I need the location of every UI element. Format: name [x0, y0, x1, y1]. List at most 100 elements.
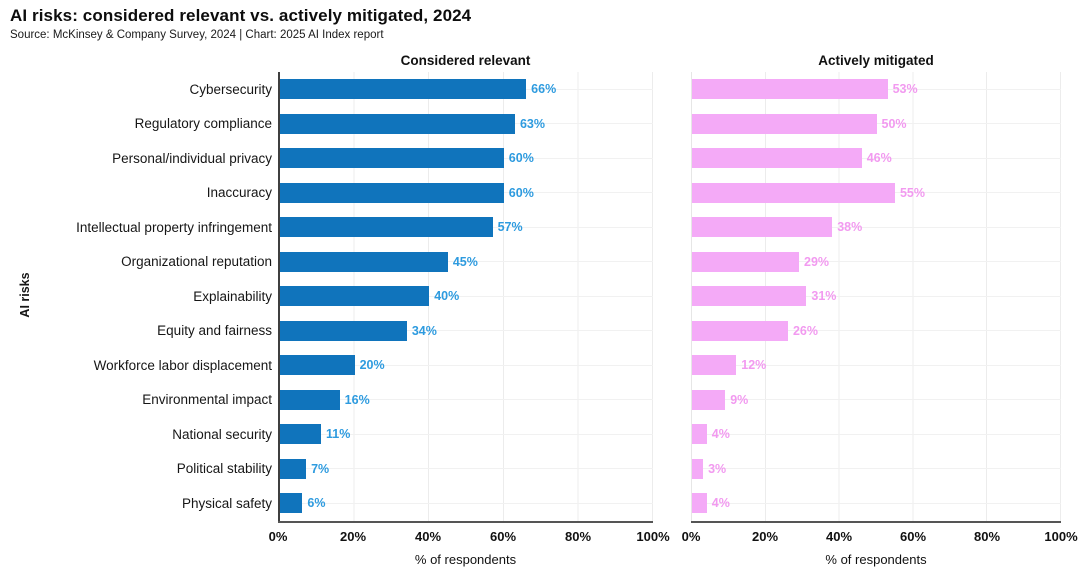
chart-source: Source: McKinsey & Company Survey, 2024 … [10, 29, 384, 41]
plot-cell: 16% [278, 382, 653, 417]
bar-actively-mitigated [692, 217, 833, 238]
x-axis-left: 0% 20% 40% 60% 80% 100% [269, 520, 670, 547]
x-axis: 0% 20% 40% 60% 80% 100% 0% 20% 40% 60% 80% 100% [10, 520, 1080, 547]
bar-actively-mitigated [692, 389, 726, 410]
plot-cell: 20% [278, 348, 653, 383]
plot-cell: 66% [278, 72, 653, 107]
bar-value-label: 60% [508, 185, 534, 200]
bar-value-label: 20% [359, 358, 385, 373]
category-label: Inaccuracy [206, 185, 272, 201]
x-axis-tick: 40% [825, 528, 853, 544]
bar-actively-mitigated [692, 355, 737, 376]
x-axis-tick: 100% [636, 528, 670, 544]
plot-cell: 4% [691, 486, 1061, 521]
x-axis-right: 0% 20% 40% 60% 80% 100% [682, 520, 1078, 547]
bar-value-label: 63% [519, 116, 546, 131]
x-axis-tick: 80% [564, 528, 592, 544]
y-axis-title: AI risks [18, 272, 32, 318]
bar-actively-mitigated [692, 148, 862, 169]
bar-considered-relevant [280, 79, 527, 100]
x-axis-tick: 0% [268, 528, 288, 544]
plot-cell: 4% [691, 417, 1061, 452]
bar-value-label: 31% [811, 289, 837, 304]
plot-cell: 57% [278, 210, 653, 245]
bar-considered-relevant [280, 320, 407, 341]
bar-value-label: 6% [307, 496, 326, 511]
category-label: National security [172, 426, 272, 442]
plot-cell: 60% [278, 141, 653, 176]
plot-cell: 63% [278, 106, 653, 141]
chart-row: Workforce labor displacement 20% 12% [10, 348, 1080, 383]
x-axis-tick: 20% [751, 528, 779, 544]
x-axis-tick: 80% [973, 528, 1001, 544]
bar-considered-relevant [280, 217, 493, 238]
x-axis-title-left: % of respondents [414, 551, 517, 567]
x-axis-titles: % of respondents % of respondents [10, 547, 1080, 567]
bar-value-label: 4% [711, 496, 730, 511]
bar-value-label: 57% [497, 220, 523, 235]
bar-considered-relevant [280, 355, 355, 376]
bar-value-label: 12% [741, 358, 767, 373]
category-label: Physical safety [181, 495, 272, 511]
plot-cell: 3% [691, 451, 1061, 486]
category-label: Workforce labor displacement [93, 357, 272, 373]
chart-row: Regulatory compliance 63% 50% [10, 106, 1080, 141]
chart-row: Physical safety 6% 4% [10, 486, 1080, 521]
bar-value-label: 7% [311, 461, 330, 476]
bar-value-label: 50% [881, 116, 907, 131]
plot-cell: 34% [278, 313, 653, 348]
bar-value-label: 11% [326, 427, 351, 442]
bar-value-label: 34% [411, 323, 437, 338]
plot-cell: 26% [691, 313, 1061, 348]
bar-considered-relevant [280, 113, 515, 134]
plot-cell: 29% [691, 244, 1061, 279]
bar-actively-mitigated [692, 79, 888, 100]
plot-cell: 53% [691, 72, 1061, 107]
plot-cell: 40% [278, 279, 653, 314]
bar-value-label: 29% [804, 254, 830, 269]
plot-cell: 7% [278, 451, 653, 486]
dual-bar-chart: AI risks Considered relevant Actively mi… [10, 52, 1080, 567]
page-title: AI risks: considered relevant vs. active… [10, 6, 472, 25]
chart-row: Organizational reputation 45% 29% [10, 244, 1080, 279]
bar-value-label: 46% [866, 151, 892, 166]
bar-value-label: 26% [792, 323, 818, 338]
bar-considered-relevant [280, 458, 307, 479]
bar-value-label: 40% [434, 289, 460, 304]
bar-value-label: 55% [899, 185, 925, 200]
bar-value-label: 45% [452, 254, 478, 269]
bar-considered-relevant [280, 389, 340, 410]
bar-actively-mitigated [692, 458, 704, 479]
category-label: Personal/individual privacy [112, 150, 272, 166]
x-axis-tick: 100% [1044, 528, 1078, 544]
chart-row: Environmental impact 16% 9% [10, 382, 1080, 417]
bar-value-label: 66% [531, 82, 557, 97]
bar-value-label: 3% [708, 461, 727, 476]
chart-row: Political stability 7% 3% [10, 451, 1080, 486]
bar-value-label: 53% [892, 82, 918, 97]
bar-actively-mitigated [692, 113, 877, 134]
chart-row: Inaccuracy 60% 55% [10, 175, 1080, 210]
bar-considered-relevant [280, 286, 430, 307]
bar-considered-relevant [280, 493, 303, 514]
bar-value-label: 60% [508, 151, 534, 166]
plot-cell: 12% [691, 348, 1061, 383]
chart-row: National security 11% 4% [10, 417, 1080, 452]
chart-row: Explainability 40% 31% [10, 279, 1080, 314]
plot-cell: 45% [278, 244, 653, 279]
chart-row: Intellectual property infringement 57% 38% [10, 210, 1080, 245]
plot-cell: 60% [278, 175, 653, 210]
bar-actively-mitigated [692, 182, 895, 203]
chart-rows: Cybersecurity 66% 53% Regulatory compliance… [10, 72, 1080, 521]
bar-value-label: 38% [837, 220, 863, 235]
panel-titles: Considered relevant Actively mitigated [10, 52, 1080, 72]
x-axis-tick: 0% [681, 528, 701, 544]
panel-title-actively-mitigated: Actively mitigated [818, 53, 934, 68]
x-axis-tick: 20% [339, 528, 367, 544]
category-label: Equity and fairness [157, 323, 272, 339]
chart-row: Cybersecurity 66% 53% [10, 72, 1080, 107]
bar-actively-mitigated [692, 493, 707, 514]
category-label: Regulatory compliance [134, 116, 272, 132]
bar-considered-relevant [280, 424, 322, 445]
plot-cell: 50% [691, 106, 1061, 141]
